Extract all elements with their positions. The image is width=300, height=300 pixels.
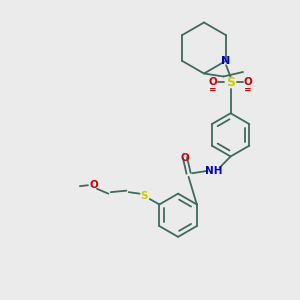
Text: S: S <box>226 76 235 89</box>
Text: N: N <box>221 56 231 66</box>
Text: O: O <box>209 77 218 87</box>
Text: NH: NH <box>205 166 223 176</box>
Text: =: = <box>244 86 252 95</box>
Text: O: O <box>181 153 189 163</box>
Text: O: O <box>244 77 252 87</box>
Text: =: = <box>209 86 217 95</box>
Text: O: O <box>89 180 98 190</box>
Text: S: S <box>141 191 148 201</box>
